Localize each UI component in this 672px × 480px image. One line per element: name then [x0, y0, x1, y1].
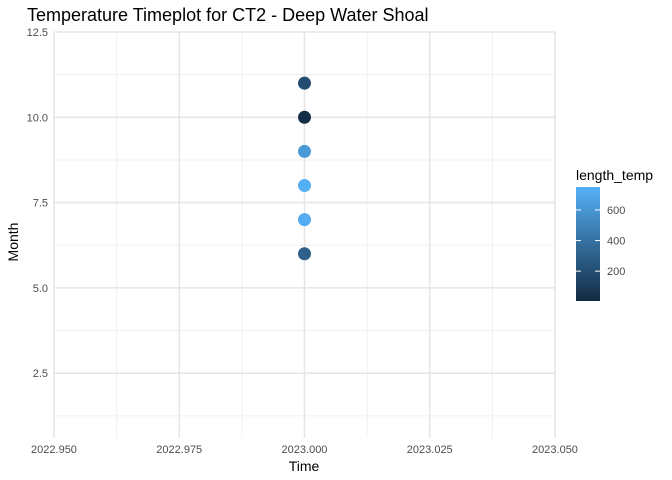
x-tick-label: 2022.950: [31, 444, 77, 456]
x-tick-label: 2023.000: [282, 444, 328, 456]
x-axis-title: Time: [289, 458, 320, 474]
x-axis-ticks: 2022.950 2022.975 2023.000 2023.025 2023.050: [31, 444, 578, 456]
legend-title: length_temp: [576, 167, 653, 183]
x-tick-label: 2023.050: [532, 444, 578, 456]
data-points: [298, 76, 311, 261]
data-point: [298, 144, 311, 158]
colorbar-tick-label: 200: [607, 266, 625, 278]
legend: length_temp 200 400 600: [576, 167, 653, 301]
colorbar: [576, 187, 600, 301]
y-tick-label: 12.5: [27, 27, 48, 39]
colorbar-tick-label: 400: [607, 236, 625, 248]
y-axis-title: Month: [5, 223, 21, 262]
data-point: [298, 76, 311, 90]
plot-grid: [53, 31, 556, 438]
y-tick-label: 7.5: [33, 198, 48, 210]
colorbar-ticks: 200 400 600: [576, 205, 625, 278]
data-point: [298, 247, 311, 261]
data-point: [298, 110, 311, 124]
data-point: [298, 213, 311, 227]
y-tick-label: 5.0: [33, 283, 48, 295]
y-axis-ticks: 2.5 5.0 7.5 10.0 12.5: [27, 27, 48, 380]
y-tick-label: 10.0: [27, 112, 48, 124]
y-tick-label: 2.5: [33, 368, 48, 380]
x-tick-label: 2023.025: [407, 444, 453, 456]
data-point: [298, 179, 311, 193]
colorbar-tick-label: 600: [607, 205, 625, 217]
chart-title: Temperature Timeplot for CT2 - Deep Wate…: [27, 5, 429, 25]
x-tick-label: 2022.975: [156, 444, 202, 456]
